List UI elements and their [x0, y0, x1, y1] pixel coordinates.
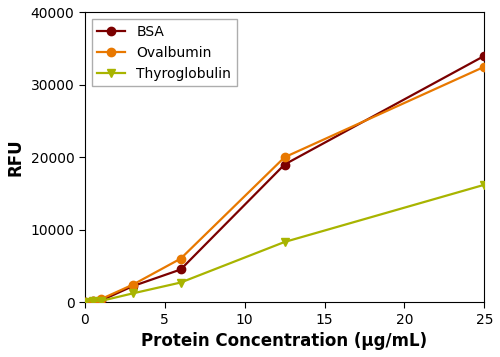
Line: Thyroglobulin: Thyroglobulin [80, 181, 488, 306]
BSA [98, 298, 104, 303]
Y-axis label: RFU: RFU [7, 139, 25, 176]
BSA [482, 54, 488, 58]
Ovalbumin [282, 155, 288, 160]
BSA [82, 300, 88, 304]
Line: BSA: BSA [80, 52, 488, 306]
Legend: BSA, Ovalbumin, Thyroglobulin: BSA, Ovalbumin, Thyroglobulin [92, 19, 236, 86]
Ovalbumin [98, 297, 104, 301]
Line: Ovalbumin: Ovalbumin [80, 62, 488, 306]
BSA [178, 267, 184, 272]
X-axis label: Protein Concentration (μg/mL): Protein Concentration (μg/mL) [142, 332, 428, 350]
Ovalbumin [82, 300, 88, 304]
Thyroglobulin [98, 299, 104, 303]
Ovalbumin [178, 256, 184, 261]
Ovalbumin [130, 282, 136, 287]
Thyroglobulin [282, 240, 288, 244]
BSA [90, 299, 96, 303]
Thyroglobulin [130, 291, 136, 296]
Thyroglobulin [90, 299, 96, 303]
BSA [282, 162, 288, 167]
Thyroglobulin [178, 280, 184, 285]
Ovalbumin [482, 65, 488, 69]
Thyroglobulin [82, 300, 88, 304]
BSA [130, 284, 136, 288]
Thyroglobulin [482, 183, 488, 187]
Ovalbumin [90, 298, 96, 303]
